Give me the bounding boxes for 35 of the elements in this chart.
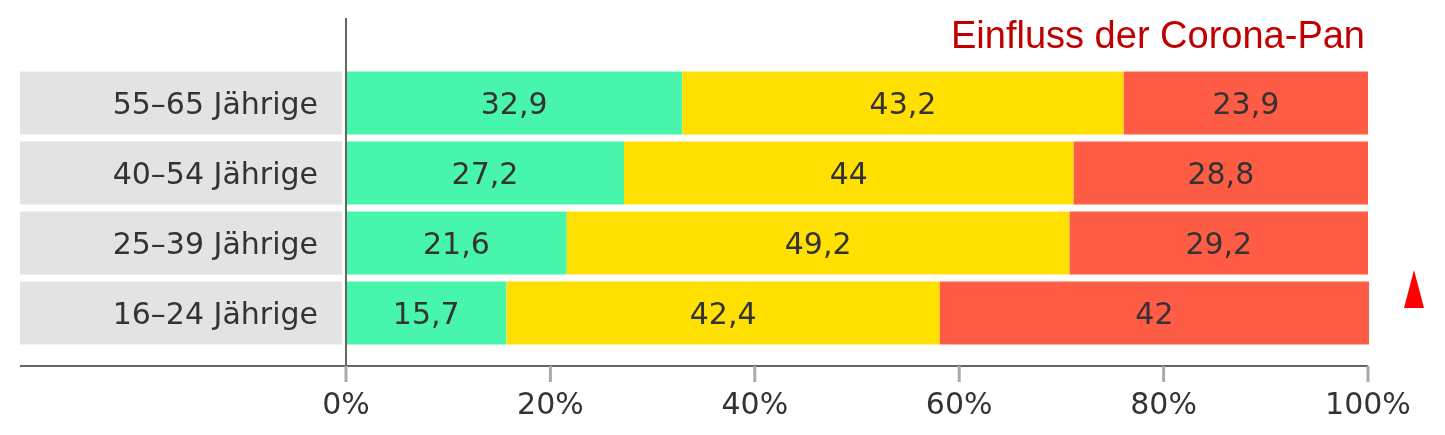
y-tick-label: 40–54 Jährige bbox=[112, 155, 318, 191]
data-label: 42,4 bbox=[689, 295, 757, 331]
bar bbox=[623, 141, 1074, 205]
bar bbox=[346, 141, 624, 205]
data-label: 23,9 bbox=[1212, 85, 1280, 121]
data-label: 27,2 bbox=[451, 155, 519, 191]
data-label: 43,2 bbox=[869, 85, 937, 121]
bar bbox=[939, 281, 1370, 345]
data-label: 28,8 bbox=[1187, 155, 1255, 191]
bar bbox=[346, 281, 507, 345]
x-tick-label: 100% bbox=[1325, 386, 1411, 421]
data-label: 32,9 bbox=[480, 85, 548, 121]
bar bbox=[346, 71, 683, 135]
y-tick-label: 25–39 Jährige bbox=[112, 225, 318, 261]
annotation: Einfluss der Corona-Pan bbox=[951, 14, 1365, 56]
data-label: 29,2 bbox=[1185, 225, 1253, 261]
data-label: 49,2 bbox=[784, 225, 852, 261]
bar bbox=[1069, 211, 1368, 275]
data-label: 44 bbox=[829, 155, 868, 191]
bar bbox=[1123, 71, 1368, 135]
x-tick-label: 60% bbox=[925, 386, 993, 421]
x-tick-label: 20% bbox=[517, 386, 584, 421]
x-tick-label: 0% bbox=[322, 386, 370, 421]
x-tick-label: 80% bbox=[1130, 386, 1197, 421]
bar bbox=[566, 211, 1070, 275]
y-tick-label: 16–24 Jährige bbox=[112, 295, 318, 331]
data-label: 15,7 bbox=[392, 295, 460, 331]
y-tick-label: 55–65 Jährige bbox=[112, 85, 318, 121]
x-tick-label: 40% bbox=[721, 386, 789, 421]
bar bbox=[682, 71, 1124, 135]
data-label: 42 bbox=[1135, 295, 1174, 331]
bar bbox=[506, 281, 940, 345]
data-label: 21,6 bbox=[422, 225, 490, 261]
bar bbox=[346, 211, 567, 275]
bar bbox=[1073, 141, 1368, 205]
